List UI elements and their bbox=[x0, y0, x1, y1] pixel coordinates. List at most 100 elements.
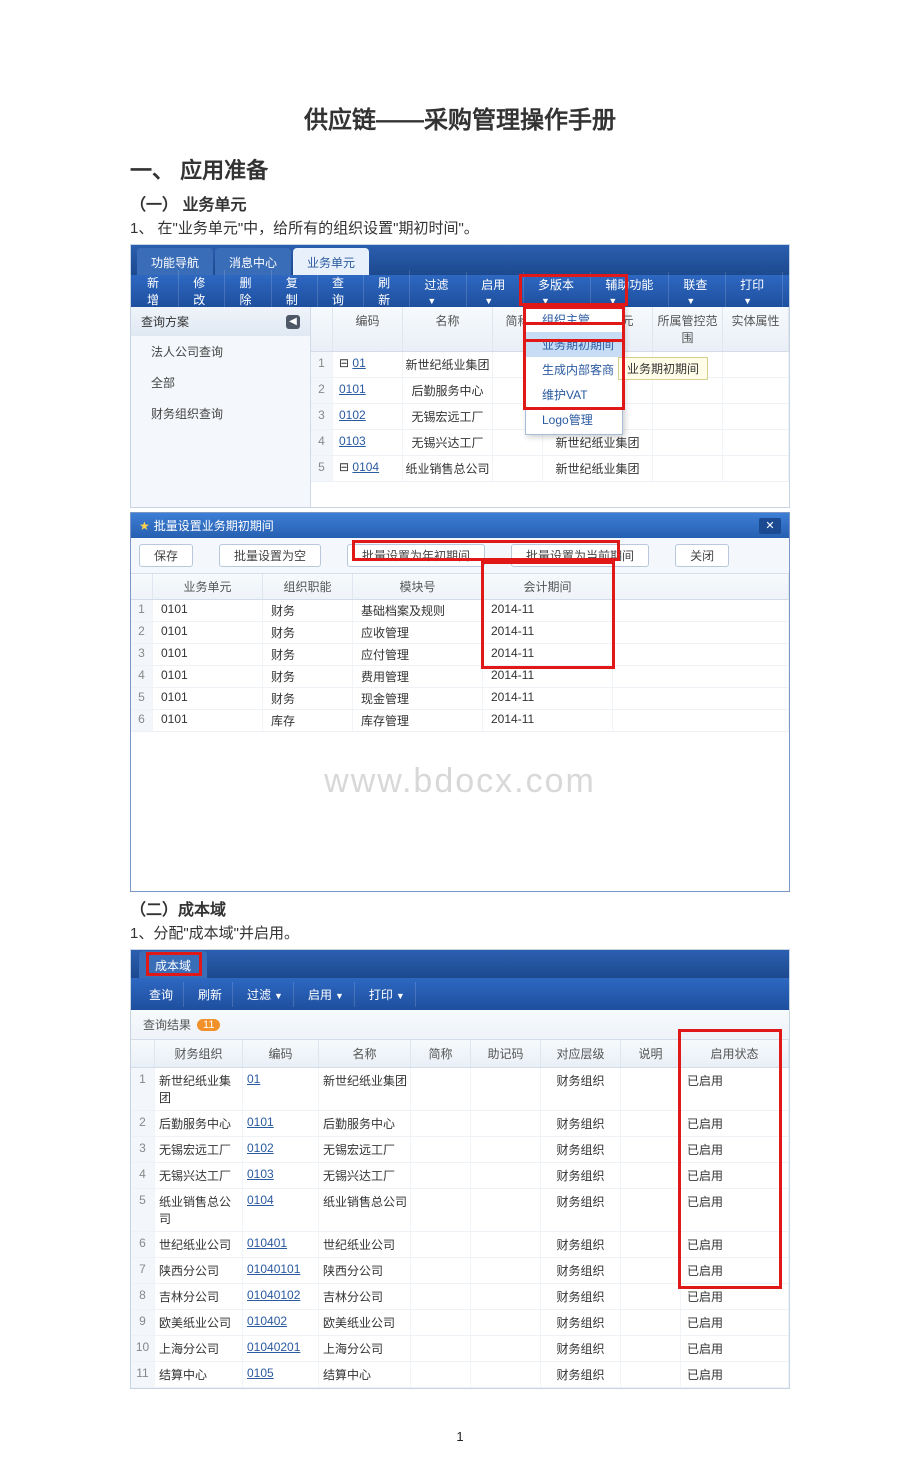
cell-name: 吉林分公司 bbox=[319, 1284, 411, 1309]
code-link[interactable]: 0103 bbox=[339, 434, 366, 448]
close-icon[interactable]: ✕ bbox=[759, 518, 781, 534]
dd-item[interactable]: 维护VAT bbox=[526, 382, 622, 407]
modal-grid-row[interactable]: 30101财务应付管理2014-11 bbox=[131, 644, 789, 666]
btn-refresh[interactable]: 刷新 bbox=[368, 270, 410, 312]
btn-linkquery[interactable]: 联查▼ bbox=[673, 272, 726, 311]
cell-name: 陕西分公司 bbox=[319, 1258, 411, 1283]
btn-print[interactable]: 打印▼ bbox=[359, 982, 416, 1007]
code-link[interactable]: 0104 bbox=[352, 460, 379, 474]
cell-short bbox=[411, 1284, 471, 1309]
grid-row[interactable]: 1新世纪纸业集团01新世纪纸业集团财务组织已启用 bbox=[131, 1068, 789, 1111]
btn-enable[interactable]: 启用▼ bbox=[298, 982, 355, 1007]
btn-filter[interactable]: 过滤▼ bbox=[414, 272, 467, 311]
modal-btn-yearstart[interactable]: 批量设置为年初期间 bbox=[347, 544, 485, 567]
grid-row[interactable]: 5⊟ 0104纸业销售总公司新世纪纸业集团 bbox=[311, 456, 789, 482]
grid-row[interactable]: 7陕西分公司01040101陕西分公司财务组织已启用 bbox=[131, 1258, 789, 1284]
cell-code: ⊟ 0104 bbox=[333, 456, 403, 481]
row-number: 7 bbox=[131, 1258, 155, 1283]
btn-print[interactable]: 打印▼ bbox=[730, 272, 783, 311]
code-link[interactable]: 010401 bbox=[247, 1236, 287, 1250]
cell-unit: 0101 bbox=[153, 666, 263, 687]
grid-row[interactable]: 11结算中心0105结算中心财务组织已启用 bbox=[131, 1362, 789, 1388]
cell-module: 基础档案及规则 bbox=[353, 600, 483, 621]
cell-module: 费用管理 bbox=[353, 666, 483, 687]
code-link[interactable]: 0103 bbox=[247, 1167, 274, 1181]
modal-grid-row[interactable]: 50101财务现金管理2014-11 bbox=[131, 688, 789, 710]
btn-refresh[interactable]: 刷新 bbox=[188, 982, 233, 1007]
btn-filter[interactable]: 过滤▼ bbox=[237, 982, 294, 1007]
cell-desc bbox=[621, 1232, 681, 1257]
code-link[interactable]: 01040101 bbox=[247, 1262, 300, 1276]
grid-row[interactable]: 3无锡宏远工厂0102无锡宏远工厂财务组织已启用 bbox=[131, 1137, 789, 1163]
row-number: 4 bbox=[311, 430, 333, 455]
btn-query[interactable]: 查询 bbox=[139, 982, 184, 1007]
grid-row[interactable]: 6世纪纸业公司010401世纪纸业公司财务组织已启用 bbox=[131, 1232, 789, 1258]
tab-cost-domain[interactable]: 成本域 bbox=[139, 951, 207, 978]
dd-item[interactable]: Logo管理 bbox=[526, 407, 622, 432]
code-link[interactable]: 0101 bbox=[247, 1115, 274, 1129]
cell-name: 结算中心 bbox=[319, 1362, 411, 1387]
code-link[interactable]: 0102 bbox=[247, 1141, 274, 1155]
cell-name: 无锡宏远工厂 bbox=[403, 404, 493, 429]
cell-unit: 0101 bbox=[153, 688, 263, 709]
collapse-icon[interactable]: ◀ bbox=[286, 315, 300, 329]
cell-code2 bbox=[471, 1163, 541, 1188]
btn-enable[interactable]: 启用▼ bbox=[471, 272, 524, 311]
row-number: 2 bbox=[311, 378, 333, 403]
dd-item[interactable]: 组织主管 bbox=[526, 307, 622, 332]
code-link[interactable]: 0101 bbox=[339, 382, 366, 396]
modal-grid-row[interactable]: 20101财务应收管理2014-11 bbox=[131, 622, 789, 644]
dd-item[interactable]: 生成内部客商 bbox=[526, 357, 622, 382]
grid-row[interactable]: 8吉林分公司01040102吉林分公司财务组织已启用 bbox=[131, 1284, 789, 1310]
cell-period: 2014-11 bbox=[483, 644, 613, 665]
grid-row[interactable]: 9欧美纸业公司010402欧美纸业公司财务组织已启用 bbox=[131, 1310, 789, 1336]
modal-btn-current[interactable]: 批量设置为当前期间 bbox=[511, 544, 649, 567]
modal-btn-save[interactable]: 保存 bbox=[139, 544, 193, 567]
cell-level: 财务组织 bbox=[541, 1284, 621, 1309]
left-item[interactable]: 全部 bbox=[131, 367, 310, 398]
modal-btn-empty[interactable]: 批量设置为空 bbox=[219, 544, 321, 567]
btn-new[interactable]: 新增 bbox=[137, 270, 179, 312]
cell-level: 财务组织 bbox=[541, 1068, 621, 1110]
cell-name: 世纪纸业公司 bbox=[319, 1232, 411, 1257]
code-link[interactable]: 01 bbox=[247, 1072, 260, 1086]
modal-grid-row[interactable]: 40101财务费用管理2014-11 bbox=[131, 666, 789, 688]
cell-level: 财务组织 bbox=[541, 1232, 621, 1257]
cell-name: 新世纪纸业集团 bbox=[403, 352, 493, 377]
grid-row[interactable]: 4无锡兴达工厂0103无锡兴达工厂财务组织已启用 bbox=[131, 1163, 789, 1189]
cell-status: 已启用 bbox=[681, 1111, 789, 1136]
btn-edit[interactable]: 修改 bbox=[183, 270, 225, 312]
code-link[interactable]: 01040102 bbox=[247, 1288, 300, 1302]
cell-module: 应付管理 bbox=[353, 644, 483, 665]
code-link[interactable]: 010402 bbox=[247, 1314, 287, 1328]
cell-level: 财务组织 bbox=[541, 1111, 621, 1136]
tab-bar: 成本域 bbox=[131, 950, 789, 978]
grid-row[interactable]: 2后勤服务中心0101后勤服务中心财务组织已启用 bbox=[131, 1111, 789, 1137]
cell-short bbox=[493, 456, 543, 481]
code-link[interactable]: 01040201 bbox=[247, 1340, 300, 1354]
modal-grid-row[interactable]: 60101库存库存管理2014-11 bbox=[131, 710, 789, 732]
cell-status: 已启用 bbox=[681, 1137, 789, 1162]
cell-name: 无锡宏远工厂 bbox=[319, 1137, 411, 1162]
code-link[interactable]: 0102 bbox=[339, 408, 366, 422]
modal-btn-close[interactable]: 关闭 bbox=[675, 544, 729, 567]
cell-short bbox=[411, 1163, 471, 1188]
btn-copy[interactable]: 复制 bbox=[276, 270, 318, 312]
grid-row[interactable]: 5纸业销售总公司0104纸业销售总公司财务组织已启用 bbox=[131, 1189, 789, 1232]
cell-code2 bbox=[471, 1068, 541, 1110]
btn-query[interactable]: 查询 bbox=[322, 270, 364, 312]
cell-desc bbox=[621, 1189, 681, 1231]
modal-grid-row[interactable]: 10101财务基础档案及规则2014-11 bbox=[131, 600, 789, 622]
code-link[interactable]: 0105 bbox=[247, 1366, 274, 1380]
grid-row[interactable]: 10上海分公司01040201上海分公司财务组织已启用 bbox=[131, 1336, 789, 1362]
left-item[interactable]: 财务组织查询 bbox=[131, 398, 310, 429]
cell-func: 财务 bbox=[263, 688, 353, 709]
document-title: 供应链——采购管理操作手册 bbox=[0, 100, 920, 135]
btn-delete[interactable]: 删除 bbox=[229, 270, 271, 312]
dd-item-period[interactable]: 业务期初期间 bbox=[526, 332, 622, 357]
cell-code: 01040102 bbox=[243, 1284, 319, 1309]
code-link[interactable]: 0104 bbox=[247, 1193, 274, 1207]
left-item[interactable]: 法人公司查询 bbox=[131, 336, 310, 367]
cell-func: 财务 bbox=[263, 600, 353, 621]
code-link[interactable]: 01 bbox=[352, 356, 365, 370]
